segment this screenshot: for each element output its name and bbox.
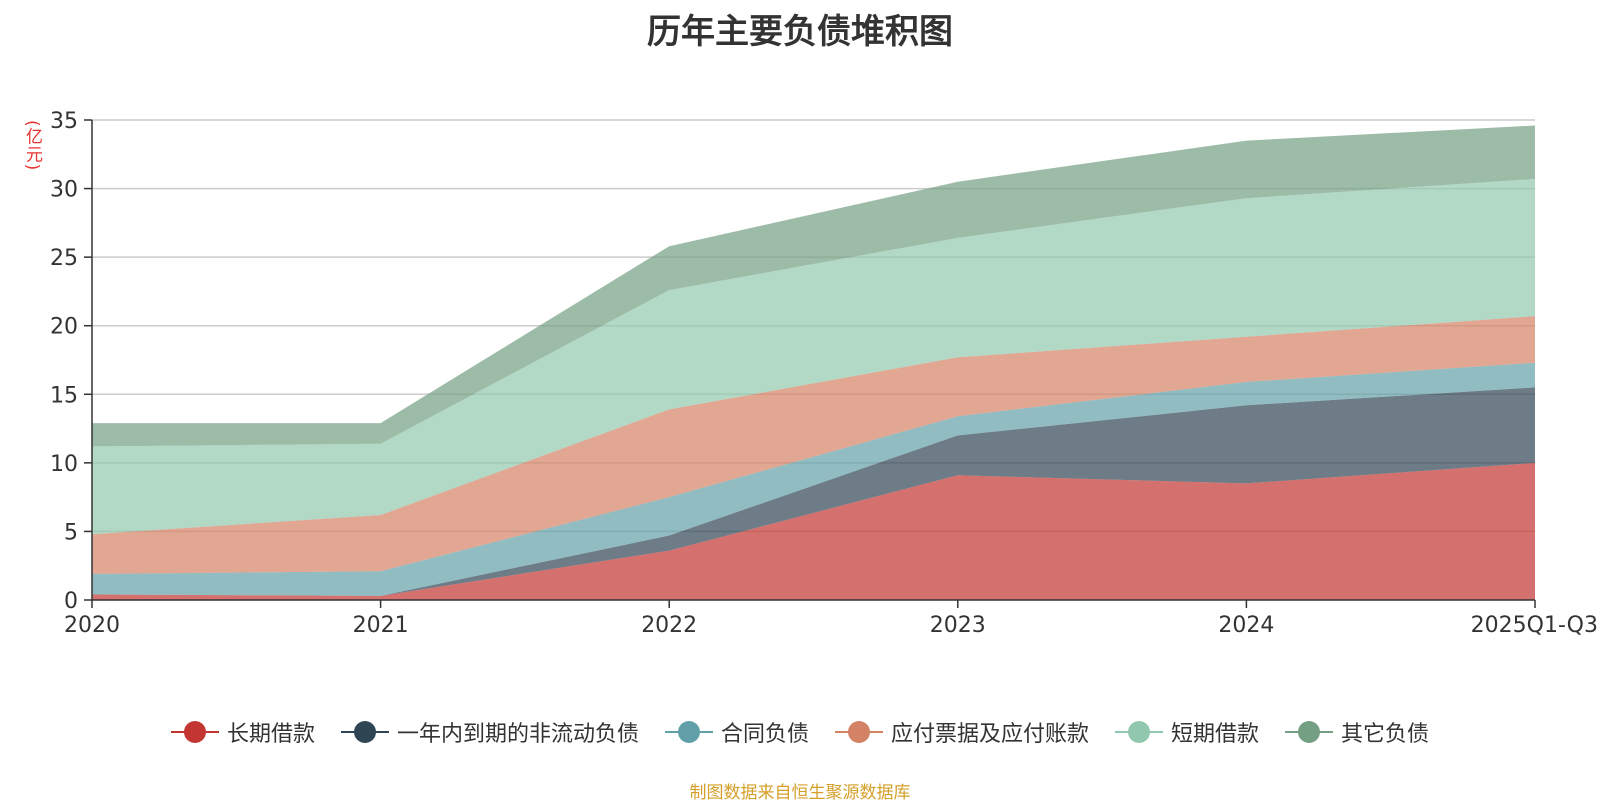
legend-item-2[interactable]: 一年内到期的非流动负债	[340, 716, 639, 748]
y-axis-unit-label: (亿元)	[22, 120, 42, 172]
legend-marker-icon	[664, 720, 713, 744]
legend-item-6[interactable]: 其它负债	[1285, 716, 1429, 748]
legend-item-1[interactable]: 长期借款	[170, 716, 315, 748]
legend-marker-icon	[835, 720, 883, 744]
area-series-1	[92, 462, 1535, 600]
legend-label: 长期借款	[226, 722, 315, 747]
x-tick-label: 2025Q1-Q3	[1471, 613, 1598, 638]
stacked-area-chart: 0 5 10 15 20 25 30 35 2020 2021 2022 2023 2024 2025Q1…	[50, 109, 1598, 638]
data-source-note: 制图数据来自恒生聚源数据库	[689, 783, 911, 803]
x-tick-label: 2021	[353, 613, 409, 638]
area-series-3	[92, 362, 1535, 596]
legend-item-3[interactable]: 合同负债	[664, 716, 809, 748]
axes: 0 5 10 15 20 25 30 35 2020 2021 2022 2023 2024 2025Q1…	[50, 109, 1598, 638]
legend-marker-icon	[170, 720, 219, 744]
legend-item-5[interactable]: 短期借款	[1115, 716, 1259, 748]
y-tick-label: 30	[50, 178, 78, 203]
y-tick-label: 15	[50, 383, 78, 408]
y-tick-label: 25	[50, 246, 78, 271]
x-tick-label: 2020	[64, 613, 120, 638]
x-tick-label: 2024	[1218, 613, 1274, 638]
x-tick-label: 2022	[641, 613, 697, 638]
area-series-layer	[92, 125, 1535, 600]
legend-label: 应付票据及应付账款	[891, 722, 1090, 747]
y-tick-label: 5	[64, 520, 78, 545]
area-series-5	[92, 179, 1535, 535]
legend-label: 短期借款	[1171, 722, 1260, 747]
y-tick-label: 10	[50, 452, 78, 477]
legend-item-4[interactable]: 应付票据及应付账款	[835, 716, 1089, 748]
x-tick-label: 2023	[930, 613, 986, 638]
legend-marker-icon	[1285, 720, 1334, 744]
chart-title: 历年主要负债堆积图	[647, 12, 953, 52]
area-series-6	[92, 125, 1535, 447]
y-tick-label: 35	[50, 109, 78, 134]
y-tick-label: 0	[64, 589, 78, 614]
legend-marker-icon	[1115, 720, 1164, 744]
area-series-4	[92, 316, 1535, 574]
legend-label: 其它负债	[1341, 722, 1430, 747]
area-series-2	[92, 387, 1535, 596]
legend-marker-icon	[340, 720, 389, 744]
legend-label: 一年内到期的非流动负债	[396, 722, 639, 747]
y-tick-label: 20	[50, 315, 78, 340]
chart-legend: 长期借款 一年内到期的非流动负债 合同负债 应付票据及应付账款 短期借款 其它负债	[0, 716, 1600, 748]
legend-label: 合同负债	[720, 722, 809, 747]
